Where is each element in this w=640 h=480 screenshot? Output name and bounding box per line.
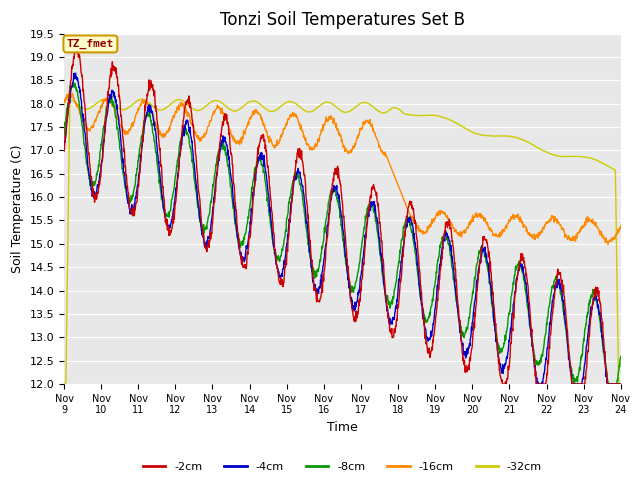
- Title: Tonzi Soil Temperatures Set B: Tonzi Soil Temperatures Set B: [220, 11, 465, 29]
- Legend: -2cm, -4cm, -8cm, -16cm, -32cm: -2cm, -4cm, -8cm, -16cm, -32cm: [138, 457, 547, 477]
- Y-axis label: Soil Temperature (C): Soil Temperature (C): [11, 144, 24, 273]
- X-axis label: Time: Time: [327, 421, 358, 434]
- Text: TZ_fmet: TZ_fmet: [67, 39, 114, 49]
